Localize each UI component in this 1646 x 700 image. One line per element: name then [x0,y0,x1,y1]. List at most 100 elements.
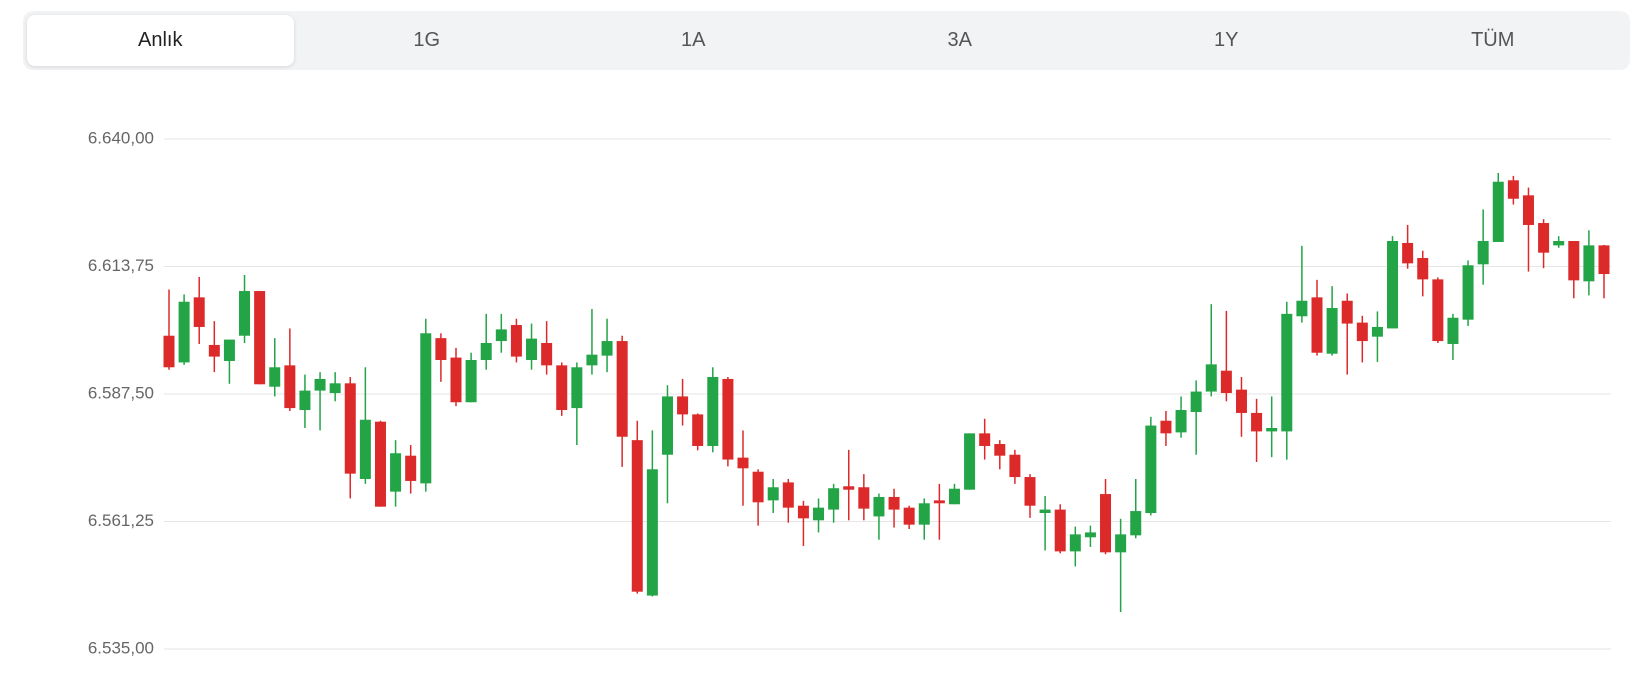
candle-body [1538,223,1550,253]
candle-body [646,469,658,596]
candle-body [767,487,779,501]
candle-body [692,414,704,446]
candle-body [1024,477,1036,506]
candle-body [1130,511,1142,536]
candle-body [1507,180,1519,199]
candle-body [601,341,613,356]
candle-body [964,433,976,490]
candle-body [1069,534,1081,552]
candle-body [1568,241,1580,281]
candle-body [1432,279,1444,342]
candle-body [1175,410,1187,433]
candle-body [1553,241,1565,246]
time-range-tab[interactable]: 1Y [1214,29,1239,51]
candle-body [299,390,311,411]
candle-body [1115,534,1127,553]
candle-body [1447,317,1459,344]
candle-body [208,344,220,357]
candle-body [616,341,628,437]
time-range-tab[interactable]: 1A [681,29,706,51]
candle-body [1311,297,1323,353]
candle-body [782,482,794,508]
candle-body [1145,425,1157,513]
candle-body [556,365,568,411]
candle-body [873,496,885,517]
candle-body [843,486,855,490]
candle-body [828,488,840,510]
candle-body [1371,326,1383,337]
candle-body [813,507,825,521]
candle-body [1251,412,1263,432]
candle-body [495,329,507,342]
candle-body [223,339,235,361]
candle-body [1235,389,1247,413]
time-range-tab[interactable]: TÜM [1471,29,1515,51]
candle-body [178,301,190,363]
candle-body [284,365,296,409]
candle-body [1522,195,1534,225]
candle-body [526,338,538,360]
candle-body [510,325,522,357]
candle-body [269,367,281,387]
candle-body [707,377,719,446]
candle-body [858,487,870,509]
candle-body [1598,245,1610,275]
time-range-tab[interactable]: 3A [947,29,972,51]
candle-body [359,419,371,479]
candle-body [465,360,477,403]
candle-body [1266,428,1278,432]
candle-body [903,507,915,525]
candle-body [541,343,553,366]
candle-body [1205,364,1217,392]
candle-body [1039,509,1051,513]
candle-body [344,383,356,474]
candle-body [1356,322,1368,342]
candle-body [979,433,991,446]
candle-body [390,453,402,492]
candle-body [329,383,341,394]
candle-body [420,333,432,484]
candle-body [918,503,930,525]
candle-body [1190,391,1202,412]
candle-body [405,455,417,481]
candle-body [677,396,689,415]
time-range-tab[interactable]: 1G [413,29,441,51]
candle-body [1296,300,1308,317]
time-range-tab[interactable]: Anlık [27,15,294,66]
y-tick-label: 6.535,00 [88,638,154,657]
candle-body [1326,308,1338,354]
candle-body [374,421,386,507]
candle-body [1477,241,1489,265]
candle-body [435,338,447,360]
candle-body [1009,454,1021,478]
candle-body [722,378,734,460]
candle-body [1462,265,1474,320]
candle-body [1220,370,1232,394]
candle-body [586,354,598,366]
candle-body [1417,258,1429,280]
candle-body [193,297,205,327]
candle-body [163,335,175,368]
candle-body [480,343,492,360]
candle-body [1583,245,1595,282]
candle-body [1402,242,1414,264]
candle-body [1492,181,1504,242]
candle-body [752,471,764,503]
candle-body [661,396,673,455]
candle-body [948,488,960,505]
y-tick-label: 6.640,00 [88,128,154,147]
candle-body [737,457,749,469]
candle-body [254,291,266,385]
y-tick-label: 6.613,75 [88,256,154,275]
candle-body [1341,300,1353,324]
candle-body [933,500,945,504]
candle-body [1387,241,1399,329]
candle-body [571,367,583,409]
candle-body [450,357,462,403]
y-tick-label: 6.587,50 [88,383,154,402]
y-tick-label: 6.561,25 [88,511,154,530]
candle-body [314,378,326,391]
candle-body [239,291,251,336]
